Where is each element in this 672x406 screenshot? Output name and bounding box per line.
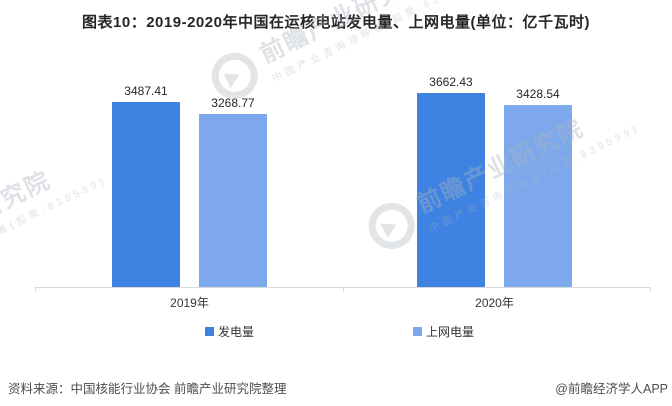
legend-swatch [205,327,214,336]
tick-mark [343,288,344,292]
bar-with-label: 3662.43 [417,75,485,288]
bar-value-label: 3487.41 [124,84,168,98]
bar [199,114,267,288]
legend-swatch [413,327,422,336]
bar [112,102,180,288]
bar-group: 3662.43 3428.54 [417,75,572,288]
tick-mark [35,288,36,292]
bar-with-label: 3428.54 [504,87,572,288]
bar-with-label: 3487.41 [112,84,180,288]
legend-label: 发电量 [218,325,255,339]
legend-item: 上网电量 [413,323,474,340]
bar-chart: 3487.41 3268.77 3662.43 3428.54 [35,75,651,288]
legend-label: 上网电量 [426,325,475,339]
bar-value-label: 3268.77 [211,96,255,110]
x-axis-line [35,287,651,292]
tick-mark [650,288,651,292]
chart-title: 图表10：2019-2020年中国在运核电站发电量、上网电量(单位：亿千瓦时) [82,14,590,31]
brand-credit: @前瞻经济学人APP [555,382,668,396]
bar-value-label: 3428.54 [516,87,560,101]
bar [417,93,485,288]
source-note: 资料来源：中国核能行业协会 前瞻产业研究院整理 [8,382,287,396]
bar-with-label: 3268.77 [199,96,267,288]
category-label: 2020年 [475,296,514,310]
category-label: 2019年 [170,296,209,310]
legend-item: 发电量 [205,323,254,340]
bar [504,105,572,288]
bar-group: 3487.41 3268.77 [112,84,267,288]
bar-value-label: 3662.43 [429,75,473,89]
